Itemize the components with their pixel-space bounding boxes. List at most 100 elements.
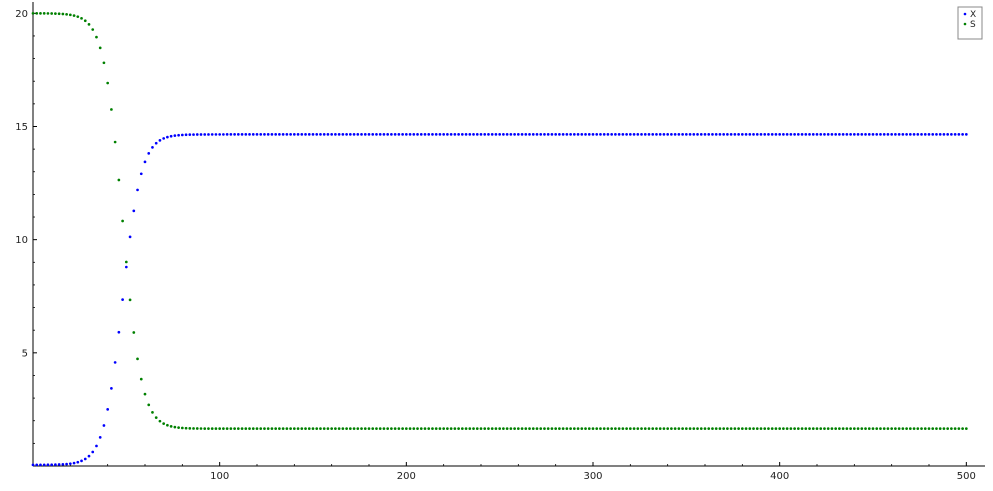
data-point bbox=[864, 133, 867, 136]
data-point bbox=[50, 12, 54, 15]
data-point bbox=[169, 425, 173, 428]
data-point bbox=[35, 463, 39, 467]
data-point bbox=[319, 133, 322, 136]
data-point bbox=[468, 427, 472, 430]
data-point bbox=[524, 427, 528, 430]
data-point bbox=[438, 427, 442, 430]
data-point bbox=[285, 133, 289, 136]
data-point bbox=[319, 427, 322, 430]
data-point bbox=[255, 133, 259, 136]
data-point bbox=[599, 133, 602, 136]
data-point bbox=[87, 454, 91, 458]
data-point bbox=[946, 133, 950, 136]
data-point bbox=[707, 427, 711, 430]
data-point bbox=[401, 133, 404, 136]
data-point bbox=[416, 427, 419, 430]
data-point bbox=[218, 427, 222, 430]
data-point bbox=[546, 427, 550, 430]
data-point bbox=[894, 133, 897, 136]
data-point bbox=[759, 133, 763, 136]
data-point bbox=[815, 133, 819, 136]
data-point bbox=[378, 133, 382, 136]
data-point bbox=[98, 436, 102, 439]
data-point bbox=[348, 427, 352, 430]
data-point bbox=[737, 133, 740, 136]
data-point bbox=[427, 133, 431, 136]
data-point bbox=[278, 133, 281, 136]
data-point bbox=[748, 427, 752, 430]
data-point bbox=[572, 133, 576, 136]
data-point bbox=[240, 427, 244, 430]
data-point bbox=[147, 403, 151, 407]
data-point bbox=[796, 133, 800, 136]
data-point bbox=[154, 416, 158, 419]
data-point bbox=[938, 133, 942, 136]
data-point bbox=[289, 133, 292, 136]
data-point bbox=[490, 133, 494, 136]
data-point bbox=[102, 61, 106, 65]
data-point bbox=[475, 133, 479, 136]
data-point bbox=[54, 12, 57, 15]
data-point bbox=[845, 133, 849, 136]
data-point bbox=[326, 427, 330, 430]
data-point bbox=[718, 133, 722, 136]
data-point bbox=[300, 133, 304, 136]
data-point bbox=[804, 133, 808, 136]
data-point bbox=[554, 133, 558, 136]
data-point bbox=[614, 133, 617, 136]
data-point bbox=[908, 133, 912, 136]
data-point bbox=[733, 427, 737, 430]
data-point bbox=[920, 427, 923, 430]
data-point bbox=[595, 427, 599, 430]
data-point bbox=[341, 427, 345, 430]
data-point bbox=[337, 133, 341, 136]
data-point bbox=[752, 133, 755, 136]
data-point bbox=[95, 35, 98, 39]
data-point bbox=[535, 133, 539, 136]
data-point bbox=[647, 133, 651, 136]
data-point bbox=[901, 427, 905, 430]
data-point bbox=[957, 133, 961, 136]
data-point bbox=[950, 427, 953, 430]
data-point bbox=[699, 133, 703, 136]
data-point bbox=[322, 133, 326, 136]
data-point bbox=[457, 427, 460, 430]
data-point bbox=[117, 330, 121, 334]
data-point bbox=[692, 133, 696, 136]
data-point bbox=[468, 133, 472, 136]
legend-label-s: S bbox=[970, 20, 976, 30]
y-tick-label: 15 bbox=[15, 122, 28, 133]
data-point bbox=[901, 133, 905, 136]
data-point bbox=[173, 134, 177, 137]
data-point bbox=[337, 427, 341, 430]
data-point bbox=[759, 427, 763, 430]
data-point bbox=[248, 427, 251, 430]
data-point bbox=[166, 423, 169, 427]
data-point bbox=[882, 427, 886, 430]
data-point bbox=[334, 133, 337, 136]
data-point bbox=[513, 427, 516, 430]
data-point bbox=[897, 133, 901, 136]
data-point bbox=[923, 133, 927, 136]
data-point bbox=[404, 427, 408, 430]
data-point bbox=[240, 133, 244, 136]
data-point bbox=[733, 133, 737, 136]
data-point bbox=[830, 427, 834, 430]
data-point bbox=[345, 427, 348, 430]
data-point bbox=[419, 427, 423, 430]
data-point bbox=[143, 160, 147, 164]
data-point bbox=[322, 427, 326, 430]
data-point bbox=[154, 141, 158, 145]
data-point bbox=[692, 427, 696, 430]
data-point bbox=[643, 133, 647, 136]
data-point bbox=[800, 427, 804, 430]
data-point bbox=[296, 133, 300, 136]
data-point bbox=[815, 427, 819, 430]
data-point bbox=[307, 133, 311, 136]
data-point bbox=[330, 427, 334, 430]
data-point bbox=[352, 427, 356, 430]
data-point bbox=[953, 133, 957, 136]
data-point bbox=[132, 209, 136, 213]
data-point bbox=[539, 133, 543, 136]
